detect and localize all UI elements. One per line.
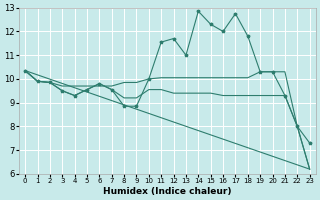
X-axis label: Humidex (Indice chaleur): Humidex (Indice chaleur) [103, 187, 232, 196]
